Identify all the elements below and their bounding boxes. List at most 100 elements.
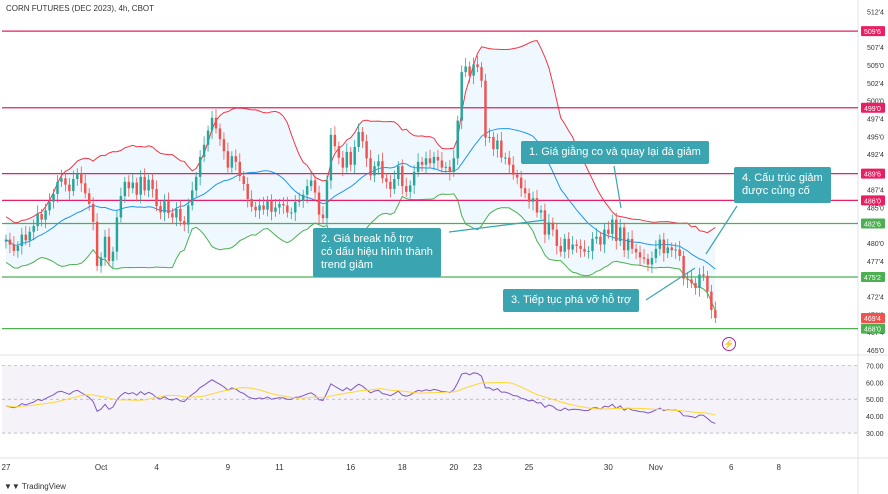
candle-body (52, 193, 55, 202)
time-tick-label: 11 (275, 463, 284, 472)
candle-body (290, 212, 293, 214)
candle-body (155, 188, 158, 207)
candle-body (587, 250, 590, 252)
callout-2: 2. Giá break hỗ trợ có dấu hiệu hình thà… (313, 228, 441, 277)
time-tick-label: 18 (398, 463, 407, 472)
candle-body (515, 174, 519, 178)
rsi-tick-label: 60.00 (866, 380, 884, 387)
candle-body (183, 221, 186, 225)
candle-body (286, 205, 289, 213)
callout-4-pointer (705, 205, 738, 255)
candle-body (547, 222, 551, 235)
candle-body (234, 156, 238, 162)
time-tick-label: 4 (154, 463, 159, 472)
candle-body (72, 179, 75, 192)
candle-body (68, 184, 71, 192)
time-tick-label: 30 (604, 463, 613, 472)
time-tick-label: 20 (449, 463, 458, 472)
candle-body (622, 227, 626, 251)
time-tick-label: 9 (226, 463, 231, 472)
candle-body (317, 192, 321, 215)
candle-body (615, 219, 618, 241)
candle-body (329, 134, 333, 181)
candle-body (571, 244, 574, 250)
bollinger-basis (5, 128, 716, 270)
candle-body (202, 144, 206, 157)
callout-3: 3. Tiếp tục phá vỡ hỗ trợ (503, 289, 640, 312)
callout-1-pointer (613, 165, 622, 209)
candle-body (56, 181, 59, 194)
candle-body (91, 203, 95, 222)
candle-body (519, 177, 523, 189)
candle-body (242, 176, 245, 184)
candle-body (523, 188, 527, 194)
time-tick-label: 27 (2, 463, 11, 472)
candle-body (218, 128, 222, 140)
candle-body (313, 180, 317, 193)
candle-body (373, 166, 376, 176)
callout-3-pointer (645, 267, 696, 301)
candle-body (456, 120, 459, 159)
candle-body (321, 214, 325, 219)
candle-body (682, 255, 685, 279)
candle-body (408, 185, 412, 192)
price-label-box (861, 323, 885, 334)
candle-body (686, 278, 689, 280)
candle-body (139, 176, 142, 195)
rsi-signal-line (5, 382, 716, 416)
candle-body (607, 229, 610, 234)
lightning-icon[interactable]: ⚡ (722, 337, 736, 351)
candle-body (575, 244, 578, 246)
candle-body (230, 156, 234, 168)
price-tick-label: 507'4 (867, 45, 884, 52)
candle-body (436, 156, 440, 161)
candle-body (706, 275, 709, 292)
candle-body (642, 257, 646, 259)
candle-body (500, 140, 503, 158)
candle-body (80, 173, 83, 184)
candle-body (194, 176, 198, 191)
candle-body (262, 205, 265, 210)
price-label-box (861, 218, 885, 229)
candle-body (36, 213, 39, 227)
candle-body (190, 190, 194, 206)
candle-body (531, 198, 535, 202)
candle-body (222, 139, 226, 152)
candle-body (159, 206, 162, 213)
time-tick-label: 16 (346, 463, 355, 472)
candle-body (674, 249, 677, 251)
price-tick-label: 500'0 (867, 99, 884, 106)
candle-body (535, 198, 539, 213)
price-label-box (861, 312, 885, 323)
candle-body (325, 180, 329, 219)
candle-body (24, 234, 28, 241)
candle-body (250, 198, 253, 207)
candle-body (369, 158, 372, 176)
bollinger-upper (5, 40, 716, 234)
candle-body (579, 245, 582, 249)
candle-body (32, 226, 35, 232)
price-label: 482'6 (864, 222, 881, 229)
price-label-box (861, 271, 885, 282)
candle-body (294, 201, 297, 213)
candle-body (484, 80, 487, 138)
price-tick-label: 467'4 (867, 330, 884, 337)
time-tick-label: Oct (95, 463, 108, 472)
candle-body (282, 203, 285, 206)
candle-body (266, 201, 269, 210)
price-label-box (861, 26, 885, 37)
candle-body (198, 156, 202, 177)
price-label: 475'2 (864, 275, 881, 282)
candle-body (710, 291, 713, 311)
candle-body (492, 136, 495, 150)
candle-body (83, 183, 87, 194)
candle-body (365, 141, 368, 159)
candle-body (690, 279, 693, 284)
candle-body (389, 181, 392, 189)
candle-body (440, 160, 444, 168)
callout-2-pointer (448, 219, 546, 233)
candle-body (567, 238, 570, 250)
candle-body (555, 229, 559, 246)
candle-body (381, 161, 384, 179)
